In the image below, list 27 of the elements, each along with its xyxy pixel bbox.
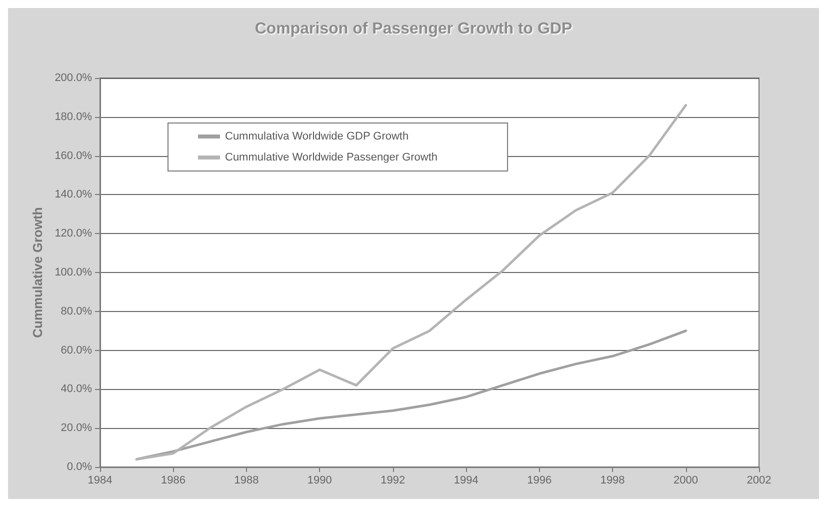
y-tick-label: 140.0% xyxy=(54,188,92,201)
y-tick-label: 80.0% xyxy=(60,305,92,318)
y-tick-label: 20.0% xyxy=(60,422,92,434)
x-tick-label: 1990 xyxy=(307,474,332,486)
y-tick-label: 160.0% xyxy=(54,150,92,162)
y-tick-label: 60.0% xyxy=(60,344,92,356)
x-tick-label: 1996 xyxy=(527,474,552,486)
x-tick-label: 1998 xyxy=(600,474,625,486)
x-tick-label: 1988 xyxy=(234,474,259,486)
legend-label: Cummulative Worldwide Passenger Growth xyxy=(225,152,438,164)
chart-title: Comparison of Passenger Growth to GDP xyxy=(254,20,573,38)
x-tick-label: 1994 xyxy=(454,474,478,486)
y-tick-label: 100.0% xyxy=(54,266,92,278)
x-tick-label: 1984 xyxy=(88,474,112,486)
y-tick-label: 200.0% xyxy=(54,72,92,84)
y-tick-label: 0.0% xyxy=(66,461,92,473)
y-axis-title: Cummulative Growth xyxy=(30,207,45,338)
line-series xyxy=(135,330,688,460)
line-series xyxy=(135,104,688,460)
legend-label: Cummulativa Worldwide GDP Growth xyxy=(225,130,409,142)
x-tick-label: 1992 xyxy=(380,474,406,486)
y-tick-label: 180.0% xyxy=(54,110,92,123)
x-tick-label: 2002 xyxy=(746,474,772,486)
y-tick-label: 120.0% xyxy=(54,228,92,240)
y-tick-label: 40.0% xyxy=(60,383,92,396)
x-tick-label: 2000 xyxy=(674,474,698,486)
x-tick-label: 1986 xyxy=(160,474,186,486)
